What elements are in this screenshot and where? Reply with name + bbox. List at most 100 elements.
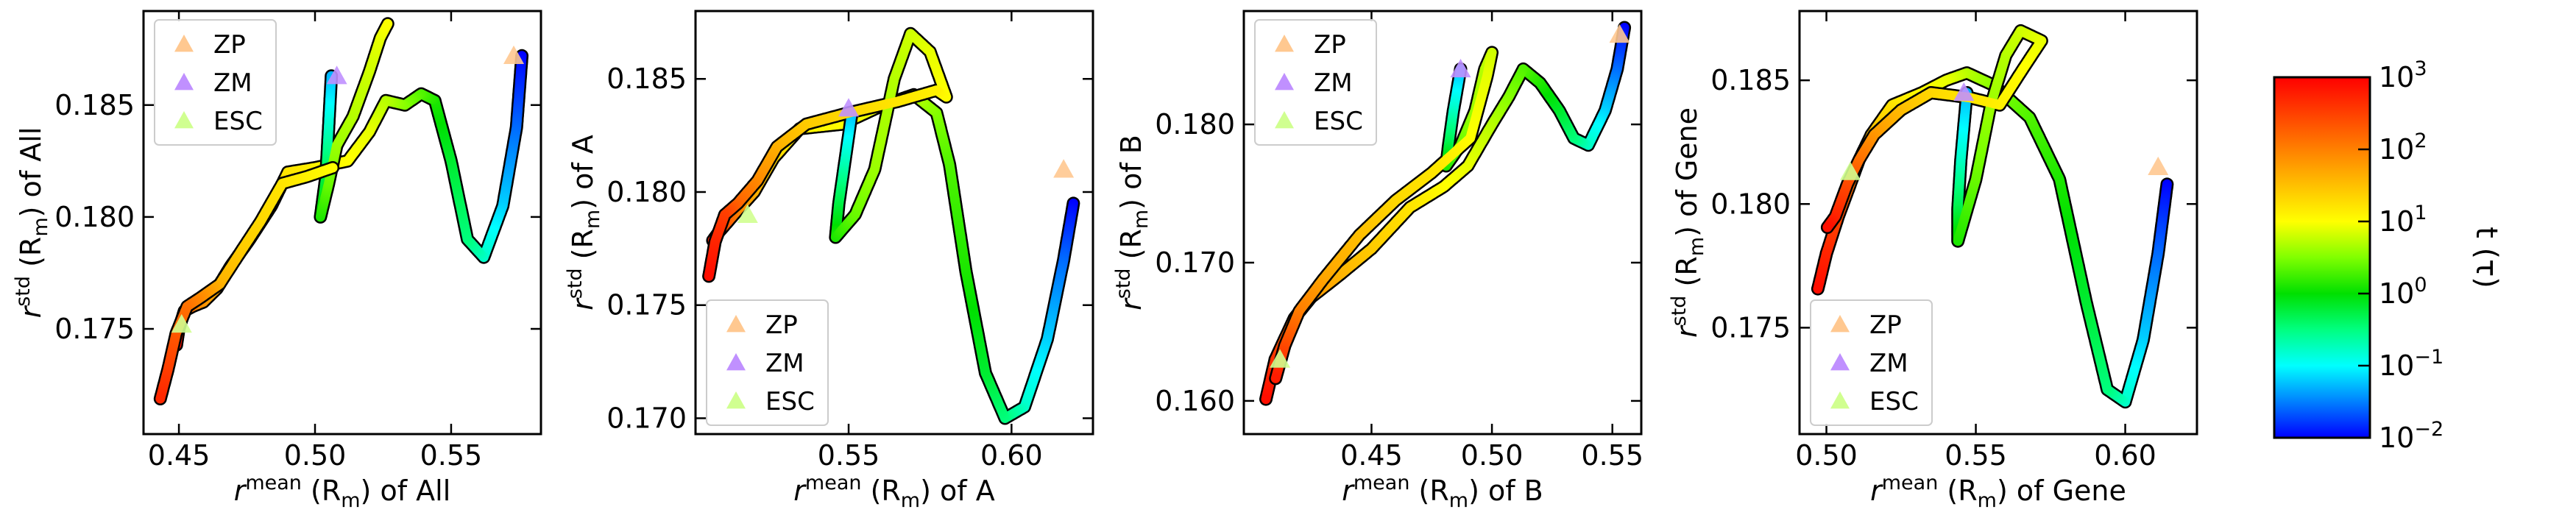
y-axis-label-a: rstd (Rm) of A: [564, 135, 604, 310]
y-tick-label-gene: 0.180: [1710, 188, 1791, 220]
colorbar-tick-label: 101: [2379, 202, 2427, 238]
x-tick-label-all: 0.55: [420, 439, 483, 472]
y-axis-label-a-suffix: ) of A: [567, 135, 599, 210]
x-axis-label-gene-mid: (R: [1938, 475, 1977, 507]
y-tick-label-a: 0.175: [606, 289, 687, 322]
legend-label-zm: ZM: [1869, 349, 1908, 378]
y-tick-label-all: 0.180: [54, 201, 135, 233]
y-tick-label-a: 0.185: [606, 63, 687, 95]
colorbar-gradient: [2273, 76, 2371, 439]
x-axis-label-gene-sub: m: [1978, 489, 1997, 512]
x-axis-label-a-sub: m: [901, 489, 920, 512]
x-axis-label-a-suffix: ) of A: [920, 475, 995, 507]
colorbar-tick-exp: 2: [2414, 129, 2427, 152]
x-tick-label-b: 0.50: [1461, 439, 1524, 472]
plot-frame-all: [142, 10, 542, 436]
legend-marker-zp: [174, 35, 194, 52]
colorbar-tick-base: 10: [2379, 205, 2414, 238]
y-axis-label-all: rstd (Rm) of All: [12, 127, 52, 319]
legend-marker-zm: [174, 73, 194, 90]
y-axis-label-b-mid: (R: [1115, 229, 1147, 268]
x-axis-label-all-mid: (R: [302, 475, 341, 507]
y-axis-label-a-mid: (R: [567, 229, 599, 268]
marker-zm-all: [326, 65, 347, 85]
colorbar-tick-label: 100: [2379, 274, 2427, 310]
plot-frame-gene: [1798, 10, 2198, 436]
colorbar-tick-label: 102: [2379, 129, 2427, 166]
colorbar-tick-exp: −1: [2414, 346, 2444, 369]
legend-marker-esc: [1275, 111, 1294, 129]
marker-esc-gene: [1840, 161, 1861, 180]
trajectory-gene-1: [1820, 24, 2048, 248]
x-axis-label-b-suffix: ) of B: [1468, 475, 1543, 507]
colorbar-tick-base: 10: [2379, 61, 2414, 93]
y-axis-label-gene: rstd (Rm) of Gene: [1668, 107, 1708, 338]
y-axis-label-gene-mid: (R: [1671, 256, 1703, 295]
y-axis-label-gene-sup: std: [1668, 296, 1691, 327]
trajectories-gene: [1811, 24, 2174, 409]
legend-marker-zp: [1275, 35, 1294, 52]
marker-esc-a: [737, 204, 758, 223]
x-axis-label-b-mid: (R: [1409, 475, 1448, 507]
legend-label-zm: ZM: [213, 68, 252, 98]
x-axis-label-all-sub: m: [341, 489, 360, 512]
x-axis-label-b: rmean (Rm) of B: [1342, 472, 1543, 512]
trajectory-all-2: [153, 161, 340, 405]
y-tick-label-a: 0.180: [606, 176, 687, 208]
legend-b: ZP ZM ESC: [1254, 19, 1377, 146]
x-tick-label-b: 0.55: [1581, 439, 1643, 472]
marker-zp-all: [503, 45, 525, 65]
x-axis-label-all-prefix: r: [234, 475, 247, 507]
x-tick-label-gene: 0.50: [1795, 439, 1858, 472]
colorbar-tick-label: 103: [2379, 57, 2427, 93]
legend-label-zp: ZP: [765, 310, 798, 340]
marker-zp-gene: [2148, 156, 2169, 176]
legend-label-zm: ZM: [1314, 68, 1353, 98]
y-tick-label-all: 0.175: [54, 313, 135, 345]
marker-zm-gene: [1953, 82, 1975, 102]
trajectory-a-1: [702, 26, 953, 283]
legend-label-esc: ESC: [765, 387, 815, 416]
legend-marker-zm: [726, 353, 746, 371]
colorbar-label: t (τ): [2469, 227, 2503, 288]
x-tick-label-b: 0.45: [1340, 439, 1403, 472]
legend-marker-esc: [1830, 391, 1850, 409]
y-axis-label-gene-prefix: r: [1671, 324, 1703, 338]
y-axis-label-b: rstd (Rm) of B: [1112, 135, 1153, 310]
colorbar-tick-exp: 3: [2414, 57, 2427, 80]
y-tick-label-all: 0.185: [54, 89, 135, 121]
colorbar-tick-base: 10: [2379, 277, 2414, 310]
y-tick-label-b: 0.160: [1155, 385, 1235, 417]
x-tick-label-gene: 0.55: [1945, 439, 2007, 472]
marker-zp-a: [1053, 159, 1075, 178]
x-tick-label-gene: 0.60: [2094, 439, 2156, 472]
y-axis-label-all-sub: m: [29, 217, 52, 236]
legend-gene: ZP ZM ESC: [1810, 299, 1933, 426]
legend-label-zp: ZP: [1869, 310, 1902, 340]
y-tick-label-b: 0.180: [1155, 108, 1235, 141]
legend-marker-esc: [174, 111, 194, 129]
y-axis-label-gene-suffix: ) of Gene: [1671, 107, 1703, 237]
legend-marker-esc: [726, 391, 746, 409]
y-axis-label-b-sub: m: [1130, 210, 1153, 229]
x-tick-label-a: 0.60: [980, 439, 1043, 472]
x-axis-label-a: rmean (Rm) of A: [793, 472, 994, 512]
marker-esc-b: [1270, 349, 1291, 368]
colorbar-tick-label: 10−1: [2379, 346, 2444, 382]
y-axis-label-all-mid: (R: [15, 237, 47, 276]
legend-label-esc: ESC: [1869, 387, 1919, 416]
colorbar-tick-exp: −2: [2414, 418, 2444, 441]
colorbar-tick-exp: 0: [2414, 274, 2427, 296]
x-axis-label-gene: rmean (Rm) of Gene: [1870, 472, 2126, 512]
y-axis-label-a-prefix: r: [567, 297, 599, 310]
legend-marker-zm: [1830, 353, 1850, 371]
legend-label-zm: ZM: [765, 349, 804, 378]
y-tick-label-a: 0.170: [606, 402, 687, 434]
x-axis-label-a-sup: mean: [805, 472, 862, 494]
y-axis-label-gene-sub: m: [1685, 237, 1708, 256]
